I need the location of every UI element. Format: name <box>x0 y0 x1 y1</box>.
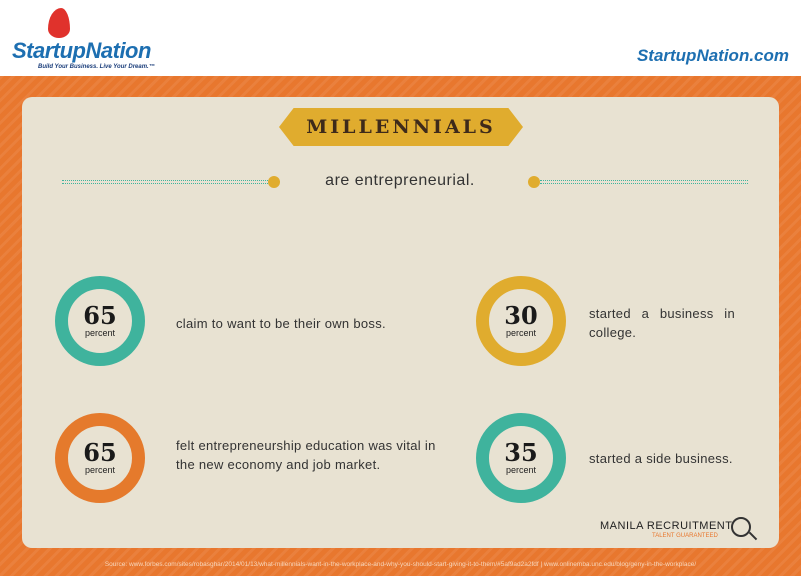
stat-ring-3: 65 percent <box>55 413 145 503</box>
title-banner: MILLENNIALS <box>279 108 523 146</box>
title: MILLENNIALS <box>306 116 496 138</box>
content-panel <box>22 97 779 548</box>
site-name: StartupNation.com <box>636 46 789 65</box>
logo-tagline: Build Your Business. Live Your Dream.™ <box>38 64 155 70</box>
stat-unit: percent <box>505 328 537 338</box>
torch-flame-icon <box>48 8 70 38</box>
stat-value: 35 <box>504 438 538 467</box>
stat-ring-2: 30 percent <box>476 276 566 366</box>
startupnation-logo[interactable]: StartupNation Build Your Business. Live … <box>10 4 170 74</box>
logo-name: StartupNation <box>12 38 151 63</box>
stat-unit: percent <box>505 465 537 475</box>
stat-text: claim to want to be their own boss. <box>176 316 386 331</box>
stat-value: 65 <box>83 301 117 330</box>
dot-left <box>268 176 280 188</box>
stat-ring-1: 65 percent <box>55 276 145 366</box>
subtitle: are entrepreneurial. <box>325 172 475 189</box>
stat-text: started a side business. <box>589 451 733 466</box>
stat-ring-4: 35 percent <box>476 413 566 503</box>
credit-name: MANILA RECRUITMENT <box>600 520 733 532</box>
header: StartupNation Build Your Business. Live … <box>0 0 801 76</box>
stat-text: felt entrepreneurship education was vita… <box>176 438 436 472</box>
stat-unit: percent <box>84 465 116 475</box>
stat-value: 30 <box>504 301 538 330</box>
stat-text: started a business in college. <box>589 306 735 340</box>
magnifier-person-icon <box>731 517 751 537</box>
stat-unit: percent <box>84 328 116 338</box>
source-citation: Source: www.forbes.com/sites/robasghar/2… <box>104 561 697 568</box>
decorative-line-left <box>62 180 270 184</box>
credit-tagline: TALENT GUARANTEED <box>652 533 718 539</box>
decorative-line-right <box>540 180 748 184</box>
dot-right <box>528 176 540 188</box>
stat-value: 65 <box>83 438 117 467</box>
